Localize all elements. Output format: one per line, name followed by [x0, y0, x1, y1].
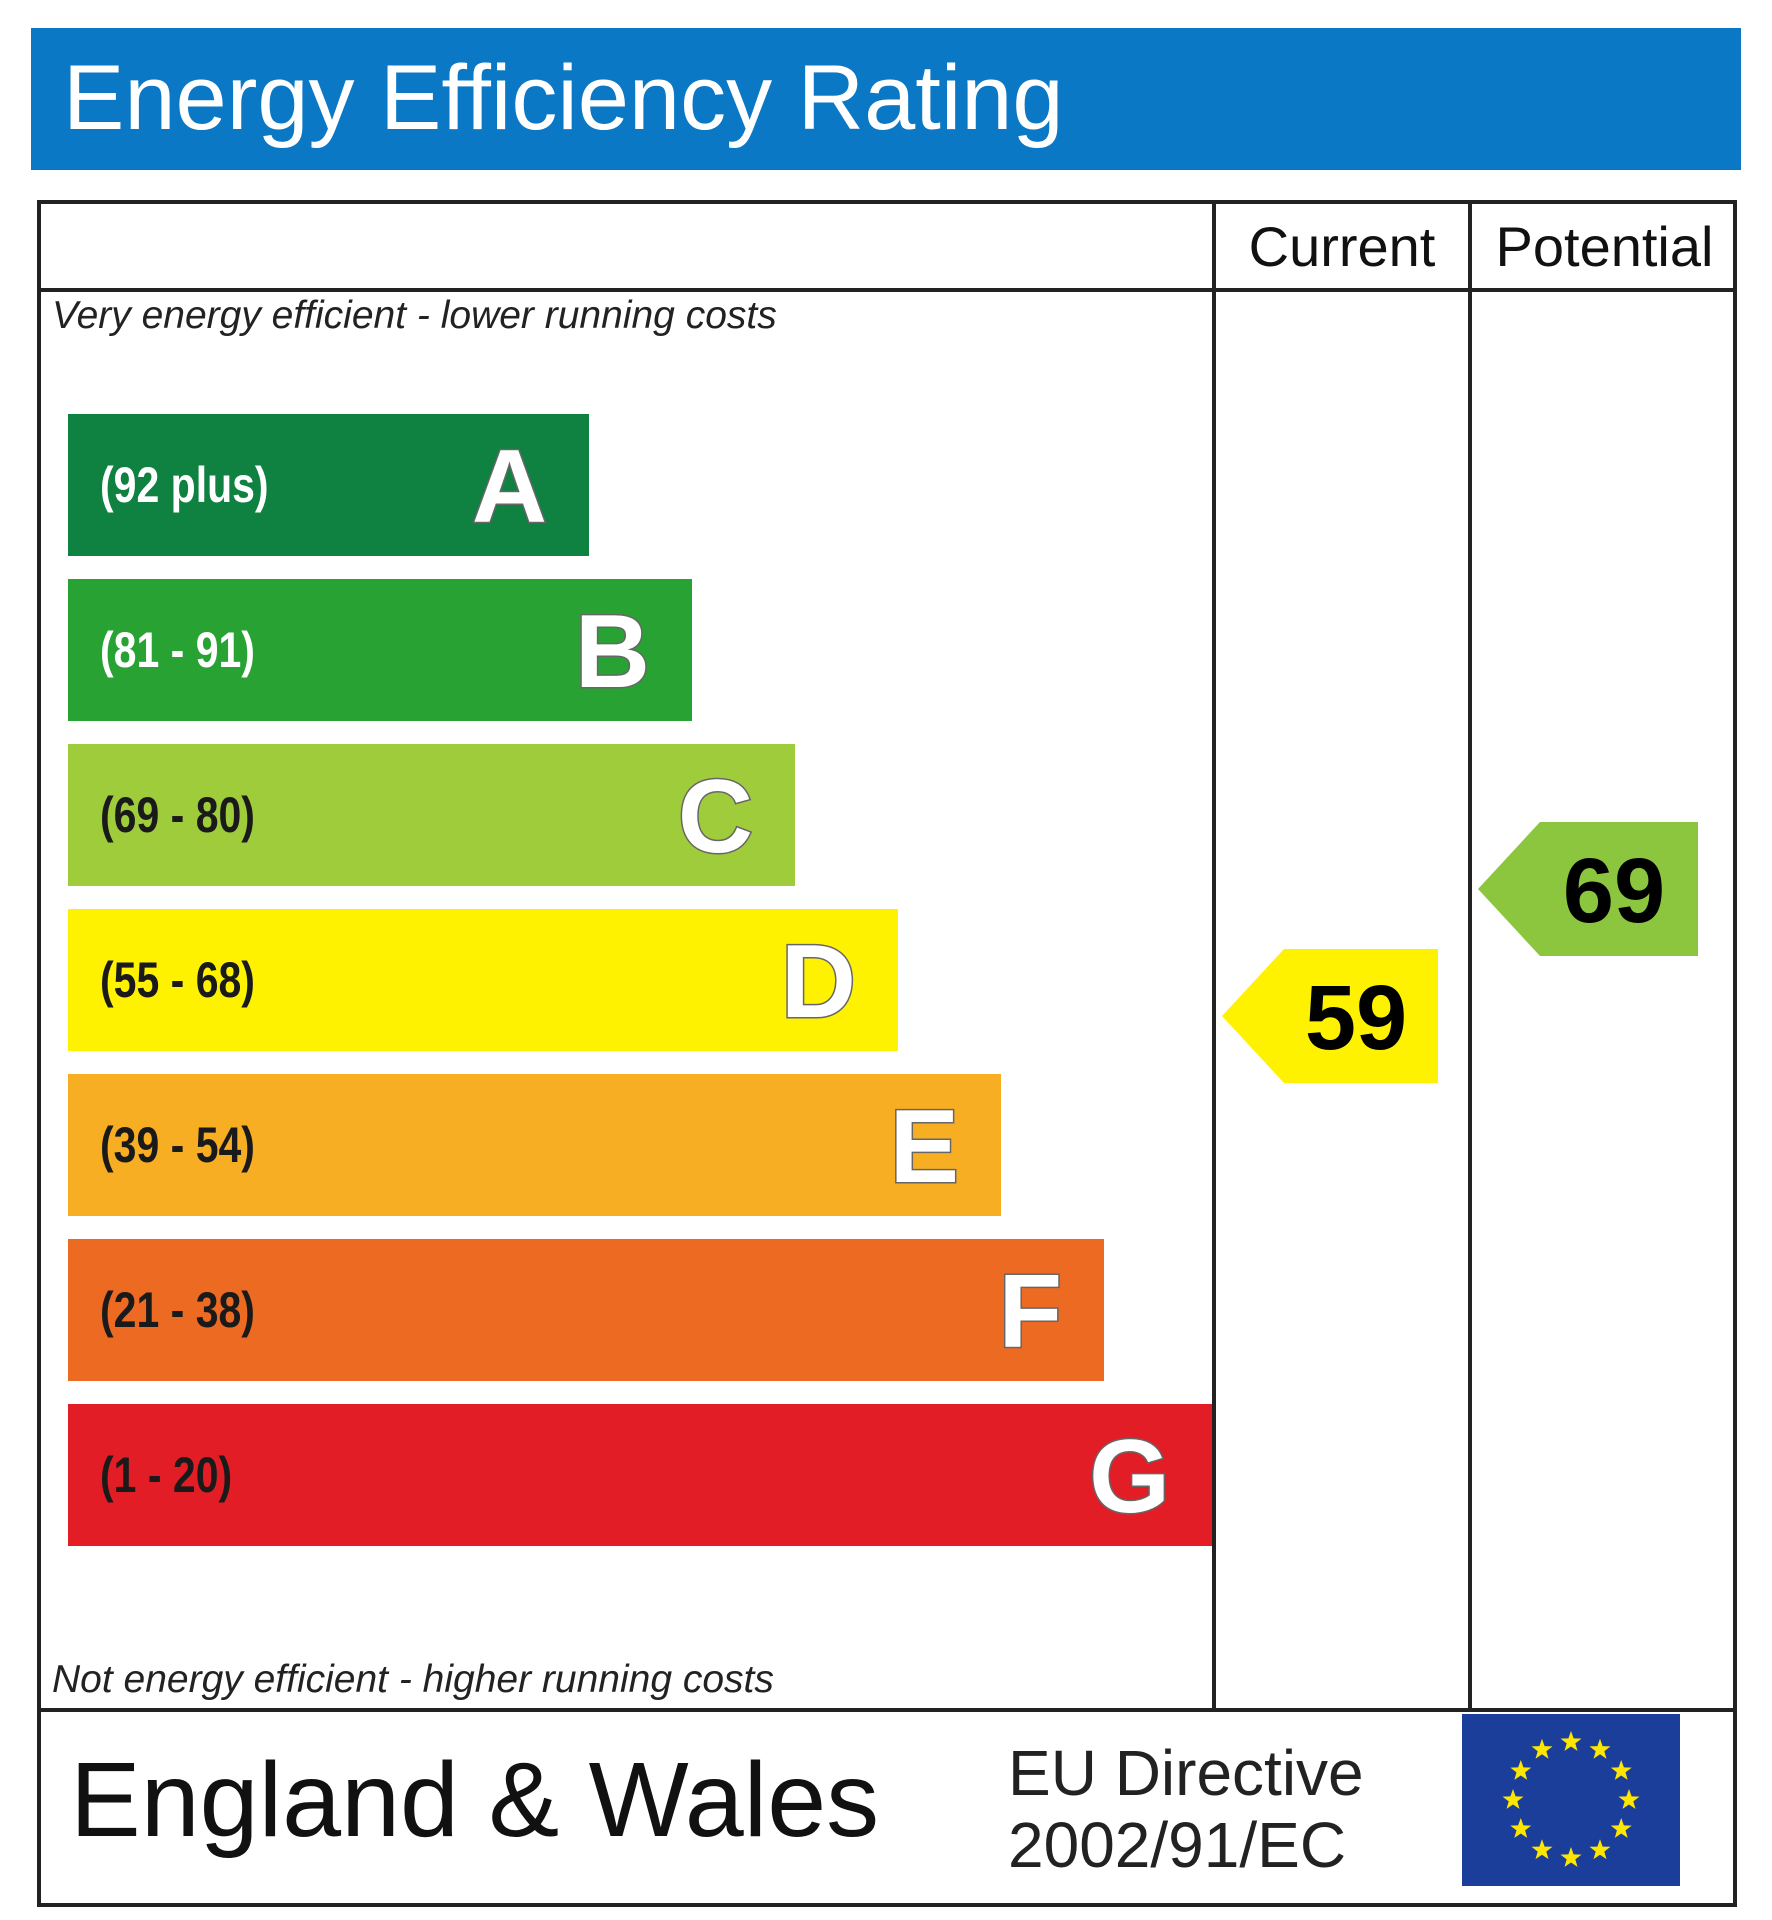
band-d-range: (55 - 68): [100, 952, 255, 1008]
current-column-divider: [1212, 200, 1216, 1712]
country-label: England & Wales: [70, 1741, 880, 1859]
band-f-letter: F: [997, 1253, 1064, 1372]
header-row-divider: [37, 288, 1737, 292]
rating-table: [37, 200, 1737, 1907]
eu-star-icon: [1560, 1847, 1582, 1867]
band-e-letter: E: [888, 1088, 960, 1207]
band-f: (21 - 38) F: [68, 1239, 1104, 1381]
eu-star-icon: [1589, 1738, 1611, 1759]
current-arrow-polygon: [1222, 949, 1438, 1083]
eu-flag-icon: [1462, 1714, 1680, 1886]
potential-rating-value: 69: [1562, 840, 1666, 942]
potential-arrow-shape: [1478, 822, 1698, 956]
band-c: (69 - 80) C: [68, 744, 795, 886]
band-a-range: (92 plus): [100, 457, 269, 513]
eu-star-icon: [1510, 1818, 1532, 1838]
band-g-range: (1 - 20): [100, 1447, 233, 1503]
page-title: Energy Efficiency Rating: [63, 47, 1064, 149]
band-f-range: (21 - 38): [100, 1282, 255, 1338]
eu-star-icon: [1531, 1839, 1553, 1860]
band-g-letter: G: [1088, 1418, 1172, 1537]
potential-arrow-polygon: [1478, 822, 1698, 956]
band-b-letter: B: [573, 593, 651, 712]
eu-star-icon: [1589, 1839, 1611, 1860]
eu-star-icon: [1610, 1818, 1632, 1838]
band-c-range: (69 - 80): [100, 787, 255, 843]
potential-rating-arrow: 69: [1478, 822, 1698, 956]
band-a-letter: A: [470, 428, 548, 547]
current-column-header: Current: [1248, 215, 1436, 278]
band-d-letter: D: [779, 923, 857, 1042]
current-rating-value: 59: [1304, 967, 1408, 1069]
bottom-efficiency-note: Not energy efficient - higher running co…: [52, 1658, 774, 1701]
title-banner: Energy Efficiency Rating: [31, 28, 1741, 170]
potential-column-header: Potential: [1495, 215, 1714, 278]
band-c-letter: C: [676, 758, 754, 877]
band-b: (81 - 91) B: [68, 579, 692, 721]
eu-star-icon: [1502, 1789, 1524, 1809]
directive-line-2: 2002/91/EC: [1008, 1809, 1347, 1881]
band-d: (55 - 68) D: [68, 909, 898, 1051]
eu-star-icon: [1531, 1738, 1553, 1759]
band-g: (1 - 20) G: [68, 1404, 1212, 1546]
eu-star-icon: [1618, 1789, 1640, 1809]
footer-row-divider: [37, 1708, 1737, 1712]
top-efficiency-note: Very energy efficient - lower running co…: [52, 294, 777, 337]
current-rating-arrow: 59: [1222, 949, 1438, 1083]
potential-column-divider: [1468, 200, 1472, 1712]
band-e: (39 - 54) E: [68, 1074, 1001, 1216]
current-arrow-shape: [1222, 949, 1438, 1083]
directive-line-1: EU Directive: [1008, 1737, 1364, 1809]
eu-star-icon: [1560, 1731, 1582, 1751]
band-a: (92 plus) A: [68, 414, 589, 556]
band-b-range: (81 - 91): [100, 622, 255, 678]
eu-star-icon: [1610, 1760, 1632, 1780]
eu-star-icon: [1510, 1760, 1532, 1780]
band-e-range: (39 - 54): [100, 1117, 255, 1173]
